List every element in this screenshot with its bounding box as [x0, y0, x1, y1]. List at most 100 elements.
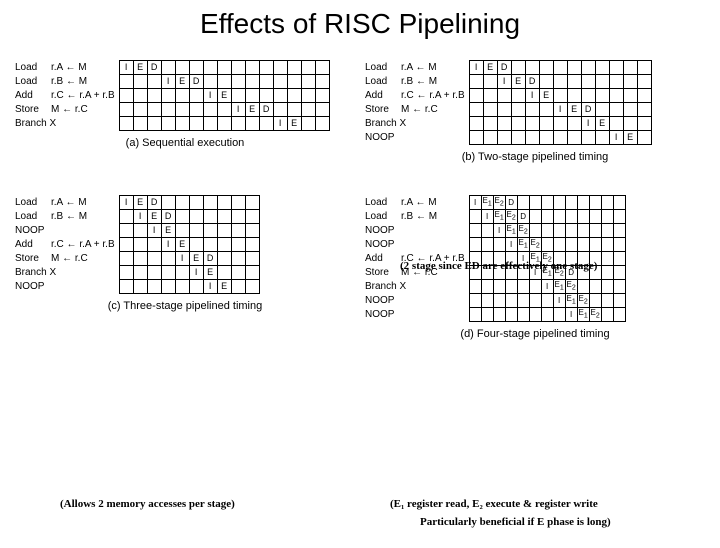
instruction-row: NOOP [365, 293, 465, 307]
pipeline-cell [217, 61, 231, 75]
pipeline-cell: E [161, 224, 175, 238]
pipeline-cell [161, 89, 175, 103]
instruction-name: Load [15, 197, 51, 208]
pipeline-cell [133, 280, 147, 294]
pipeline-cell: D [517, 210, 529, 224]
instruction-operation: r.A ← M [401, 197, 437, 208]
pipeline-cell [517, 196, 529, 210]
pipeline-cell [315, 75, 329, 89]
pipeline-cell [623, 89, 637, 103]
instruction-row: NOOP [15, 223, 115, 237]
pipeline-cell [613, 294, 625, 308]
pipeline-cell [595, 131, 609, 145]
instruction-row: Addr.C ← r.A + r.B [365, 88, 465, 102]
pipeline-cell [469, 210, 481, 224]
pipeline-cell [529, 224, 541, 238]
pipeline-cell: I [525, 89, 539, 103]
panel-b-pipeline-grid: IED IED IE IED IE IE [469, 60, 652, 145]
pipeline-cell [287, 89, 301, 103]
pipeline-cell: E [245, 103, 259, 117]
pipeline-cell [609, 117, 623, 131]
pipeline-cell [469, 294, 481, 308]
instruction-name: Branch X [15, 118, 51, 129]
pipeline-cell [203, 210, 217, 224]
instruction-row: StoreM ← r.C [365, 102, 465, 116]
pipeline-cell [553, 238, 565, 252]
instruction-name: NOOP [15, 225, 51, 236]
pipeline-cell [203, 238, 217, 252]
pipeline-cell [517, 308, 529, 322]
pipeline-cell [245, 238, 259, 252]
instruction-row: Branch X [365, 279, 465, 293]
pipeline-cell [511, 89, 525, 103]
pipeline-cell [315, 103, 329, 117]
instruction-row: NOOP [365, 223, 465, 237]
pipeline-cell [189, 103, 203, 117]
pipeline-cell [189, 89, 203, 103]
pipeline-cell [231, 89, 245, 103]
pipeline-cell: E [595, 117, 609, 131]
pipeline-cell [539, 75, 553, 89]
pipeline-cell [637, 61, 651, 75]
instruction-operation: r.A ← M [51, 62, 87, 73]
pipeline-cell [301, 117, 315, 131]
pipeline-cell: E [133, 61, 147, 75]
pipeline-cell [119, 210, 133, 224]
pipeline-cell: E [539, 89, 553, 103]
pipeline-cell [481, 308, 493, 322]
pipeline-cell [539, 131, 553, 145]
panel-a-pipeline-grid: IED IED IE IED IE [119, 60, 330, 131]
pipeline-cell [539, 117, 553, 131]
instruction-operation: r.C ← r.A + r.B [51, 90, 115, 101]
instruction-name: Load [15, 211, 51, 222]
panel-c-pipeline-grid: IED IED IE IE IED IE IE [119, 195, 260, 294]
pipeline-cell [231, 117, 245, 131]
instruction-name: NOOP [365, 225, 401, 236]
instruction-row: Loadr.B ← M [365, 74, 465, 88]
pipeline-cell: E [217, 280, 231, 294]
instruction-name: NOOP [15, 281, 51, 292]
pipeline-cell: E1 [565, 294, 577, 308]
instruction-operation: M ← r.C [51, 253, 88, 264]
instruction-row: StoreM ← r.C [15, 102, 115, 116]
instruction-operation: M ← r.C [51, 104, 88, 115]
instruction-name: Load [15, 76, 51, 87]
pipeline-cell [245, 196, 259, 210]
pipeline-cell [609, 89, 623, 103]
pipeline-cell: E [623, 131, 637, 145]
pipeline-cell [147, 117, 161, 131]
pipeline-cell [245, 61, 259, 75]
pipeline-cell [231, 280, 245, 294]
pipeline-cell [133, 75, 147, 89]
pipeline-cell [175, 103, 189, 117]
pipeline-cell [483, 103, 497, 117]
pipeline-cell [589, 210, 601, 224]
pipeline-cell [189, 238, 203, 252]
pipeline-cell [553, 117, 567, 131]
pipeline-cell [189, 196, 203, 210]
pipeline-cell [589, 224, 601, 238]
instruction-row: Addr.C ← r.A + r.B [15, 237, 115, 251]
pipeline-cell [609, 103, 623, 117]
pipeline-cell: E [511, 75, 525, 89]
pipeline-cell: D [161, 210, 175, 224]
pipeline-cell [147, 103, 161, 117]
instruction-row: NOOP [365, 307, 465, 321]
pipeline-cell [525, 117, 539, 131]
instruction-operation: r.A ← M [51, 197, 87, 208]
pipeline-cell [481, 294, 493, 308]
pipeline-cell: I [565, 308, 577, 322]
instruction-operation: r.B ← M [51, 211, 87, 222]
pipeline-cell [505, 280, 517, 294]
pipeline-cell [231, 61, 245, 75]
instruction-name: Add [365, 90, 401, 101]
pipeline-cell [287, 75, 301, 89]
pipeline-cell [613, 210, 625, 224]
pipeline-cell [529, 210, 541, 224]
pipeline-cell [245, 266, 259, 280]
pipeline-cell [565, 196, 577, 210]
panel-d-pipeline-grid: IE1E2D IE1E2D IE1E2 IE1E2 IE1E2 IE1E2D I… [469, 195, 626, 322]
pipeline-cell [613, 266, 625, 280]
pipeline-cell [469, 89, 483, 103]
pipeline-cell [553, 61, 567, 75]
